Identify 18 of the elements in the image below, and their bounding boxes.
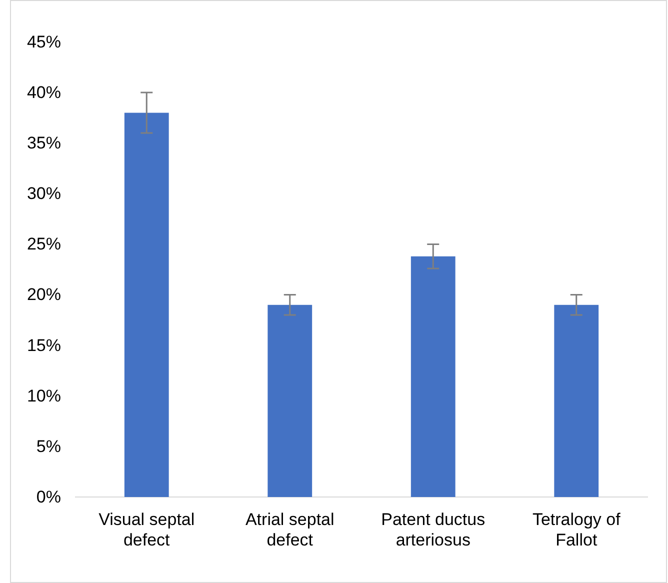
y-tick-label: 45%	[26, 32, 61, 52]
y-tick-label: 5%	[36, 436, 61, 456]
bar	[410, 256, 456, 497]
bar	[554, 304, 599, 497]
y-tick-label: 15%	[26, 336, 61, 355]
y-tick-label: 30%	[26, 184, 61, 204]
x-tick-label: Patent ductus arteriosus	[381, 510, 486, 550]
bar	[268, 304, 312, 497]
y-tick-label: 35%	[26, 134, 61, 153]
y-tick-label: 0%	[36, 487, 61, 506]
x-tick-label: Visual septal defect	[98, 510, 195, 550]
y-tick-label: 40%	[26, 82, 61, 102]
y-tick-label: 25%	[26, 234, 61, 254]
x-tick-label: Tetralogy of Fallot	[532, 510, 621, 550]
y-tick-label: 10%	[26, 386, 61, 406]
x-tick-label: Atrial septal defect	[245, 510, 334, 550]
bar	[124, 112, 169, 497]
y-tick-label: 20%	[26, 285, 61, 304]
